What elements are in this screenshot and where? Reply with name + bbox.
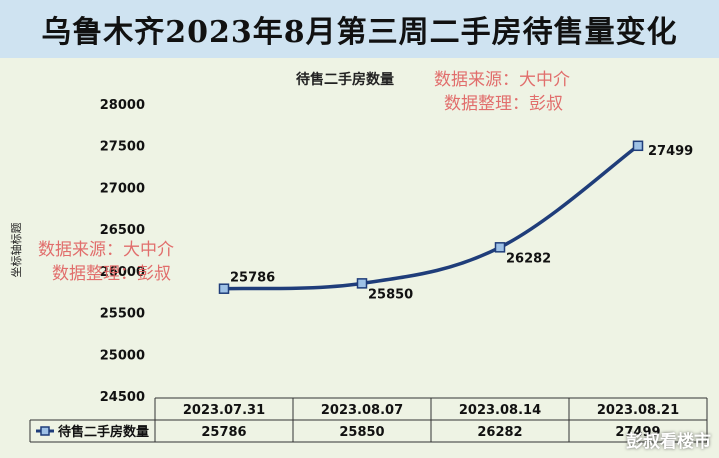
x-category-label: 2023.08.21 <box>597 403 679 418</box>
table-value-cell: 25786 <box>201 425 246 440</box>
data-point <box>632 140 644 152</box>
data-table: 2023.07.31 2023.08.07 2023.08.14 2023.08.21… <box>29 397 708 443</box>
title-bar: 乌鲁木齐2023年8月第三周二手房待售量变化 <box>0 0 719 58</box>
series-待售二手房数量: 25786 25850 26282 27499 <box>218 140 693 302</box>
data-label: 26282 <box>506 251 551 266</box>
watermark-top: 数据来源：大中介 数据整理：彭叔 <box>434 68 570 116</box>
table-value-cell: 27499 <box>615 425 660 440</box>
watermark-left: 数据来源：大中介 数据整理：彭叔 <box>38 238 174 286</box>
table-value-cell: 25850 <box>339 425 384 440</box>
legend-marker-key <box>40 426 50 436</box>
data-label: 27499 <box>648 144 693 159</box>
page-title: 乌鲁木齐2023年8月第三周二手房待售量变化 <box>41 15 678 50</box>
y-tick-label: 25500 <box>100 307 145 322</box>
y-tick-label: 28000 <box>100 98 145 113</box>
y-tick-label: 27000 <box>100 181 145 196</box>
data-point <box>218 283 230 294</box>
data-label: 25786 <box>230 271 275 286</box>
x-category-label: 2023.08.07 <box>321 403 403 418</box>
data-point <box>494 242 506 253</box>
x-category-label: 2023.07.31 <box>183 403 265 418</box>
chart-panel <box>0 58 719 458</box>
data-label: 25850 <box>368 287 413 302</box>
watermark-author: 数据整理：彭叔 <box>52 264 171 284</box>
legend-series-name: 待售二手房数量 <box>57 424 149 440</box>
chart-title: 待售二手房数量 <box>296 71 394 88</box>
y-tick-labels: 24500 25000 25500 26000 26500 27000 27500 28000 <box>100 98 145 405</box>
y-tick-label: 24500 <box>100 390 145 405</box>
watermark-source: 数据来源：大中介 <box>434 70 570 90</box>
y-tick-label: 27500 <box>100 140 145 155</box>
series-line <box>223 144 640 291</box>
data-point <box>356 278 368 289</box>
y-tick-label: 26000 <box>100 265 145 280</box>
table-value-cell: 26282 <box>477 425 522 440</box>
watermark-source: 数据来源：大中介 <box>38 240 174 260</box>
x-category-label: 2023.08.14 <box>459 403 541 418</box>
y-tick-label: 25000 <box>100 348 145 363</box>
brand-watermark: 彭叔看楼市 <box>626 432 711 452</box>
watermark-author: 数据整理：彭叔 <box>444 94 563 114</box>
y-axis-title: 坐标轴标题 <box>9 223 23 278</box>
y-tick-label: 26500 <box>100 223 145 238</box>
